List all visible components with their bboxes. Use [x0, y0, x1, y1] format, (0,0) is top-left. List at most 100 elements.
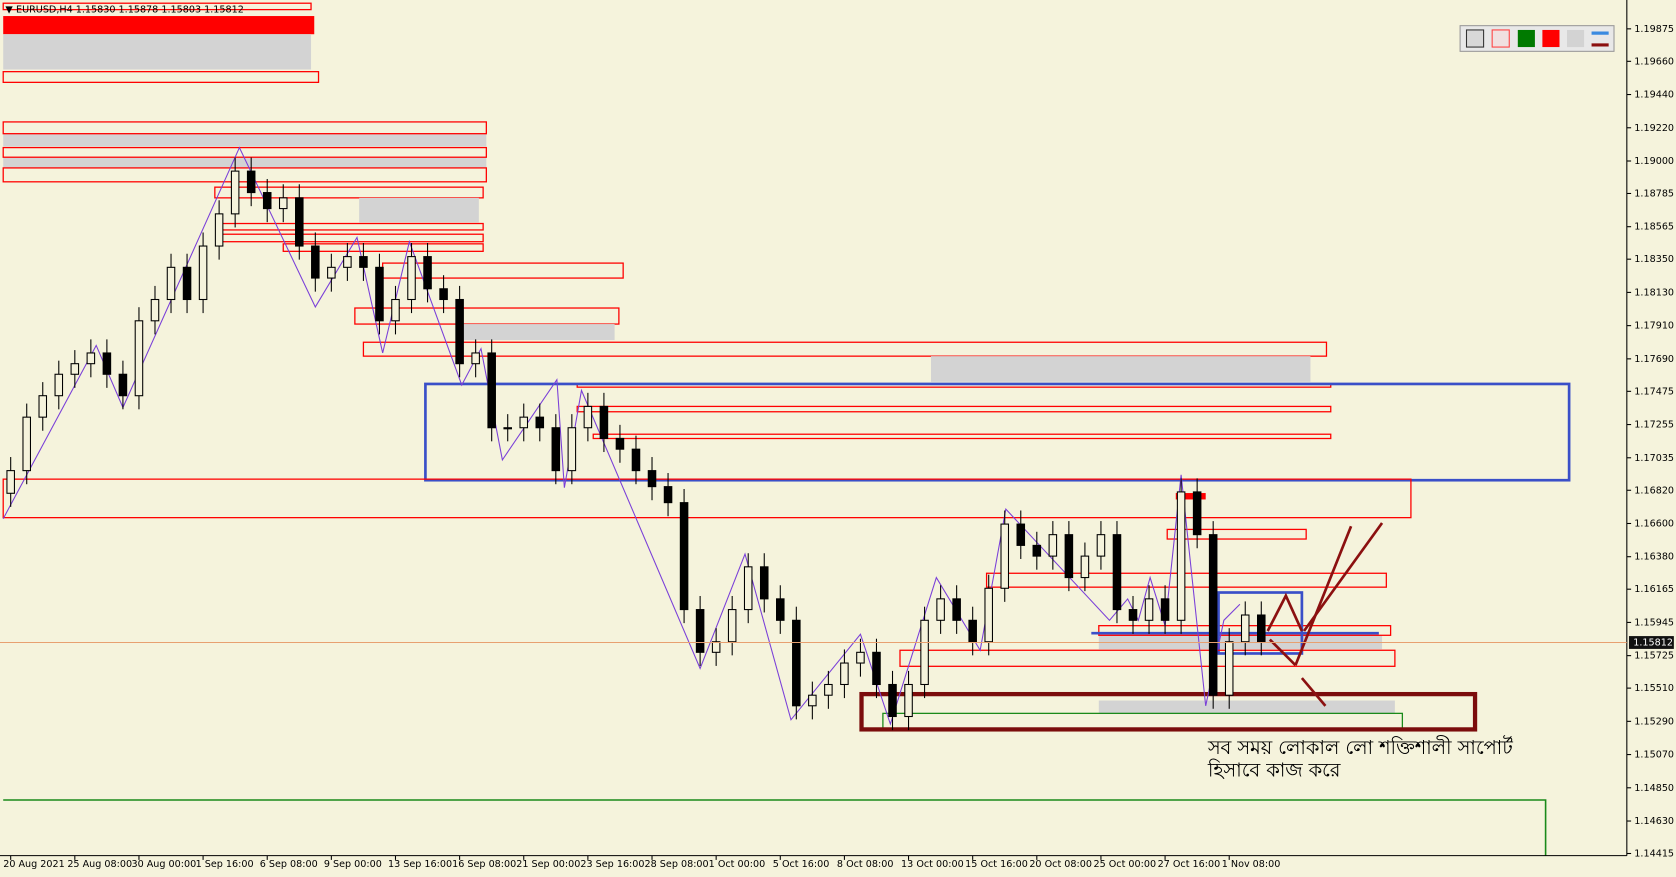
candle-body [567, 427, 577, 472]
y-tick-label: 1.16820 [1634, 485, 1674, 496]
zone [1175, 493, 1206, 500]
zigzag [2, 146, 1241, 726]
y-tick-label: 1.14850 [1634, 783, 1674, 794]
zone [899, 649, 1396, 667]
toolbar-frame [1459, 25, 1615, 52]
x-tick-label: 5 Oct 16:00 [773, 859, 830, 870]
candle-body [391, 298, 400, 322]
candle-body [6, 470, 15, 494]
y-tick-label: 1.19000 [1634, 156, 1674, 167]
candle-body [840, 662, 849, 686]
x-tick-label: 28 Sep 08:00 [645, 859, 709, 870]
current-price-box [1628, 636, 1674, 649]
candle-body [920, 619, 929, 686]
candle-body [743, 566, 753, 611]
candle-body [38, 395, 48, 418]
zone [2, 146, 487, 158]
candle-body [519, 416, 529, 429]
y-tick-label: 1.15070 [1634, 750, 1674, 761]
y-tick-label: 1.17475 [1634, 386, 1674, 397]
blue-zone [424, 382, 1571, 482]
zone [362, 341, 1328, 357]
x-tick-label: 20 Oct 08:00 [1029, 859, 1092, 870]
candle-body [759, 566, 769, 600]
candle-body [872, 651, 881, 686]
candle-body [230, 170, 240, 215]
candle-body [936, 598, 945, 621]
zone [985, 572, 1387, 588]
candle-body [1096, 534, 1106, 557]
y-tick-label: 1.18565 [1634, 222, 1674, 233]
zone [2, 478, 1412, 519]
candle-body [776, 598, 785, 621]
tool-icon[interactable] [1517, 29, 1535, 48]
candle-body [86, 352, 96, 365]
candle-body [503, 427, 512, 430]
candle-body [118, 373, 128, 397]
candle-body [599, 405, 609, 439]
y-tick-label: 1.18785 [1634, 188, 1674, 199]
candle-body [727, 609, 737, 643]
y-tick-label: 1.15290 [1634, 716, 1674, 727]
candle-body [1176, 491, 1186, 621]
candle-body [471, 352, 480, 365]
candle-body [134, 320, 144, 397]
candle-body [856, 651, 865, 664]
x-tick-label: 9 Sep 00:00 [324, 859, 382, 870]
y-tick-label: 1.17690 [1634, 354, 1674, 365]
zone [2, 121, 487, 135]
tool-icon[interactable] [1491, 29, 1510, 48]
candle-body [166, 266, 176, 301]
y-tick-label: 1.18130 [1634, 287, 1674, 298]
zone [359, 197, 479, 223]
support-zone [859, 691, 1478, 732]
tool-icon[interactable] [1566, 29, 1585, 48]
arrow [1302, 522, 1384, 632]
candle-body [1112, 534, 1122, 611]
arrow [1300, 677, 1327, 707]
y-tick-label: 1.17255 [1634, 420, 1674, 431]
zone [3, 157, 487, 168]
y-tick-label: 1.19440 [1634, 90, 1674, 101]
candle-body [1240, 614, 1250, 643]
annotation: হিসাবে কাজ করে [1207, 759, 1341, 782]
y-tick-label: 1.19875 [1634, 24, 1674, 35]
x-tick-label: 1 Nov 08:00 [1222, 859, 1281, 870]
candle-body [278, 197, 288, 210]
candle-body [631, 448, 641, 472]
y-tick-label: 1.15945 [1634, 617, 1674, 628]
drawings [2, 2, 1571, 856]
x-tick-label: 25 Aug 08:00 [67, 859, 132, 870]
zone [1166, 528, 1307, 540]
candle-body [1208, 534, 1218, 696]
x-tick-label: 16 Sep 08:00 [452, 859, 516, 870]
candle-body [1128, 609, 1138, 621]
candle-body [327, 266, 336, 279]
zone [2, 2, 312, 11]
current-price-label: 1.15812 [1633, 637, 1673, 648]
x-tick-label: 21 Sep 00:00 [516, 859, 580, 870]
candle-body [1224, 641, 1234, 696]
candle-body [359, 256, 368, 268]
tool-icon[interactable] [1542, 29, 1560, 48]
y-tick-label: 1.16600 [1634, 518, 1674, 529]
y-tick-label: 1.16165 [1634, 584, 1674, 595]
candle-body [1064, 534, 1074, 579]
candle-body [150, 298, 160, 322]
candle-body [1016, 523, 1026, 546]
candle-body [551, 427, 561, 472]
x-tick-label: 30 Aug 00:00 [131, 859, 196, 870]
zone [214, 186, 484, 199]
candle-body [487, 352, 496, 429]
x-tick-label: 25 Oct 00:00 [1093, 859, 1156, 870]
x-tick-label: 1 Sep 16:00 [196, 859, 254, 870]
toolbar [1459, 25, 1615, 52]
candle-body [182, 266, 192, 301]
zone [2, 71, 320, 83]
candle-body [423, 256, 432, 290]
tool-icon[interactable] [1465, 29, 1485, 48]
candle-body [679, 502, 689, 611]
arrow [1268, 638, 1297, 667]
candle-body [70, 363, 80, 375]
